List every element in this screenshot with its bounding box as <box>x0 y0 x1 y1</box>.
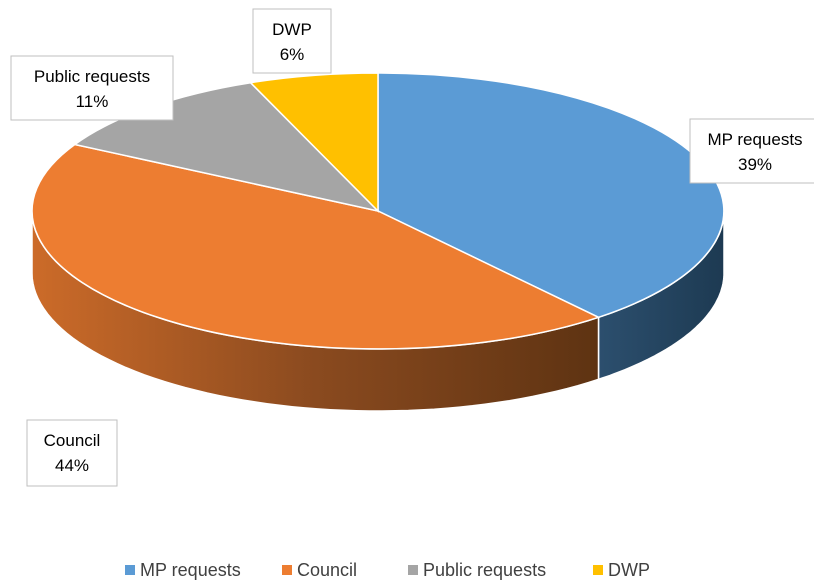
legend-swatch <box>408 565 418 575</box>
data-label-percent: 11% <box>76 92 109 111</box>
data-labels: MP requests 39% Council 44% Public requests 1… <box>10 8 814 487</box>
data-label-category: Council <box>44 431 101 450</box>
data-label-mp-requests: MP requests 39% <box>689 118 814 184</box>
data-label-category: Public requests <box>34 67 150 86</box>
legend-label: Public requests <box>423 560 546 580</box>
pie-slice-dwp <box>249 72 379 213</box>
data-label-percent: 44% <box>55 456 89 475</box>
data-label-category: MP requests <box>707 130 802 149</box>
legend-label: DWP <box>608 560 650 580</box>
data-label-public-requests: Public requests 11% <box>10 55 174 121</box>
legend-item-dwp: DWP <box>593 560 650 580</box>
legend: MP requests Council Public requests DWP <box>125 560 650 580</box>
data-label-percent: 6% <box>280 45 305 64</box>
data-label-dwp: DWP 6% <box>252 8 332 74</box>
legend-item-council: Council <box>282 560 357 580</box>
data-label-council: Council 44% <box>26 419 118 487</box>
data-label-percent: 39% <box>738 155 772 174</box>
legend-item-mp-requests: MP requests <box>125 560 241 580</box>
legend-swatch <box>282 565 292 575</box>
pie-slice-council <box>31 143 601 350</box>
legend-swatch <box>593 565 603 575</box>
legend-swatch <box>125 565 135 575</box>
legend-label: MP requests <box>140 560 241 580</box>
data-label-category: DWP <box>272 20 312 39</box>
legend-item-public-requests: Public requests <box>408 560 546 580</box>
legend-label: Council <box>297 560 357 580</box>
